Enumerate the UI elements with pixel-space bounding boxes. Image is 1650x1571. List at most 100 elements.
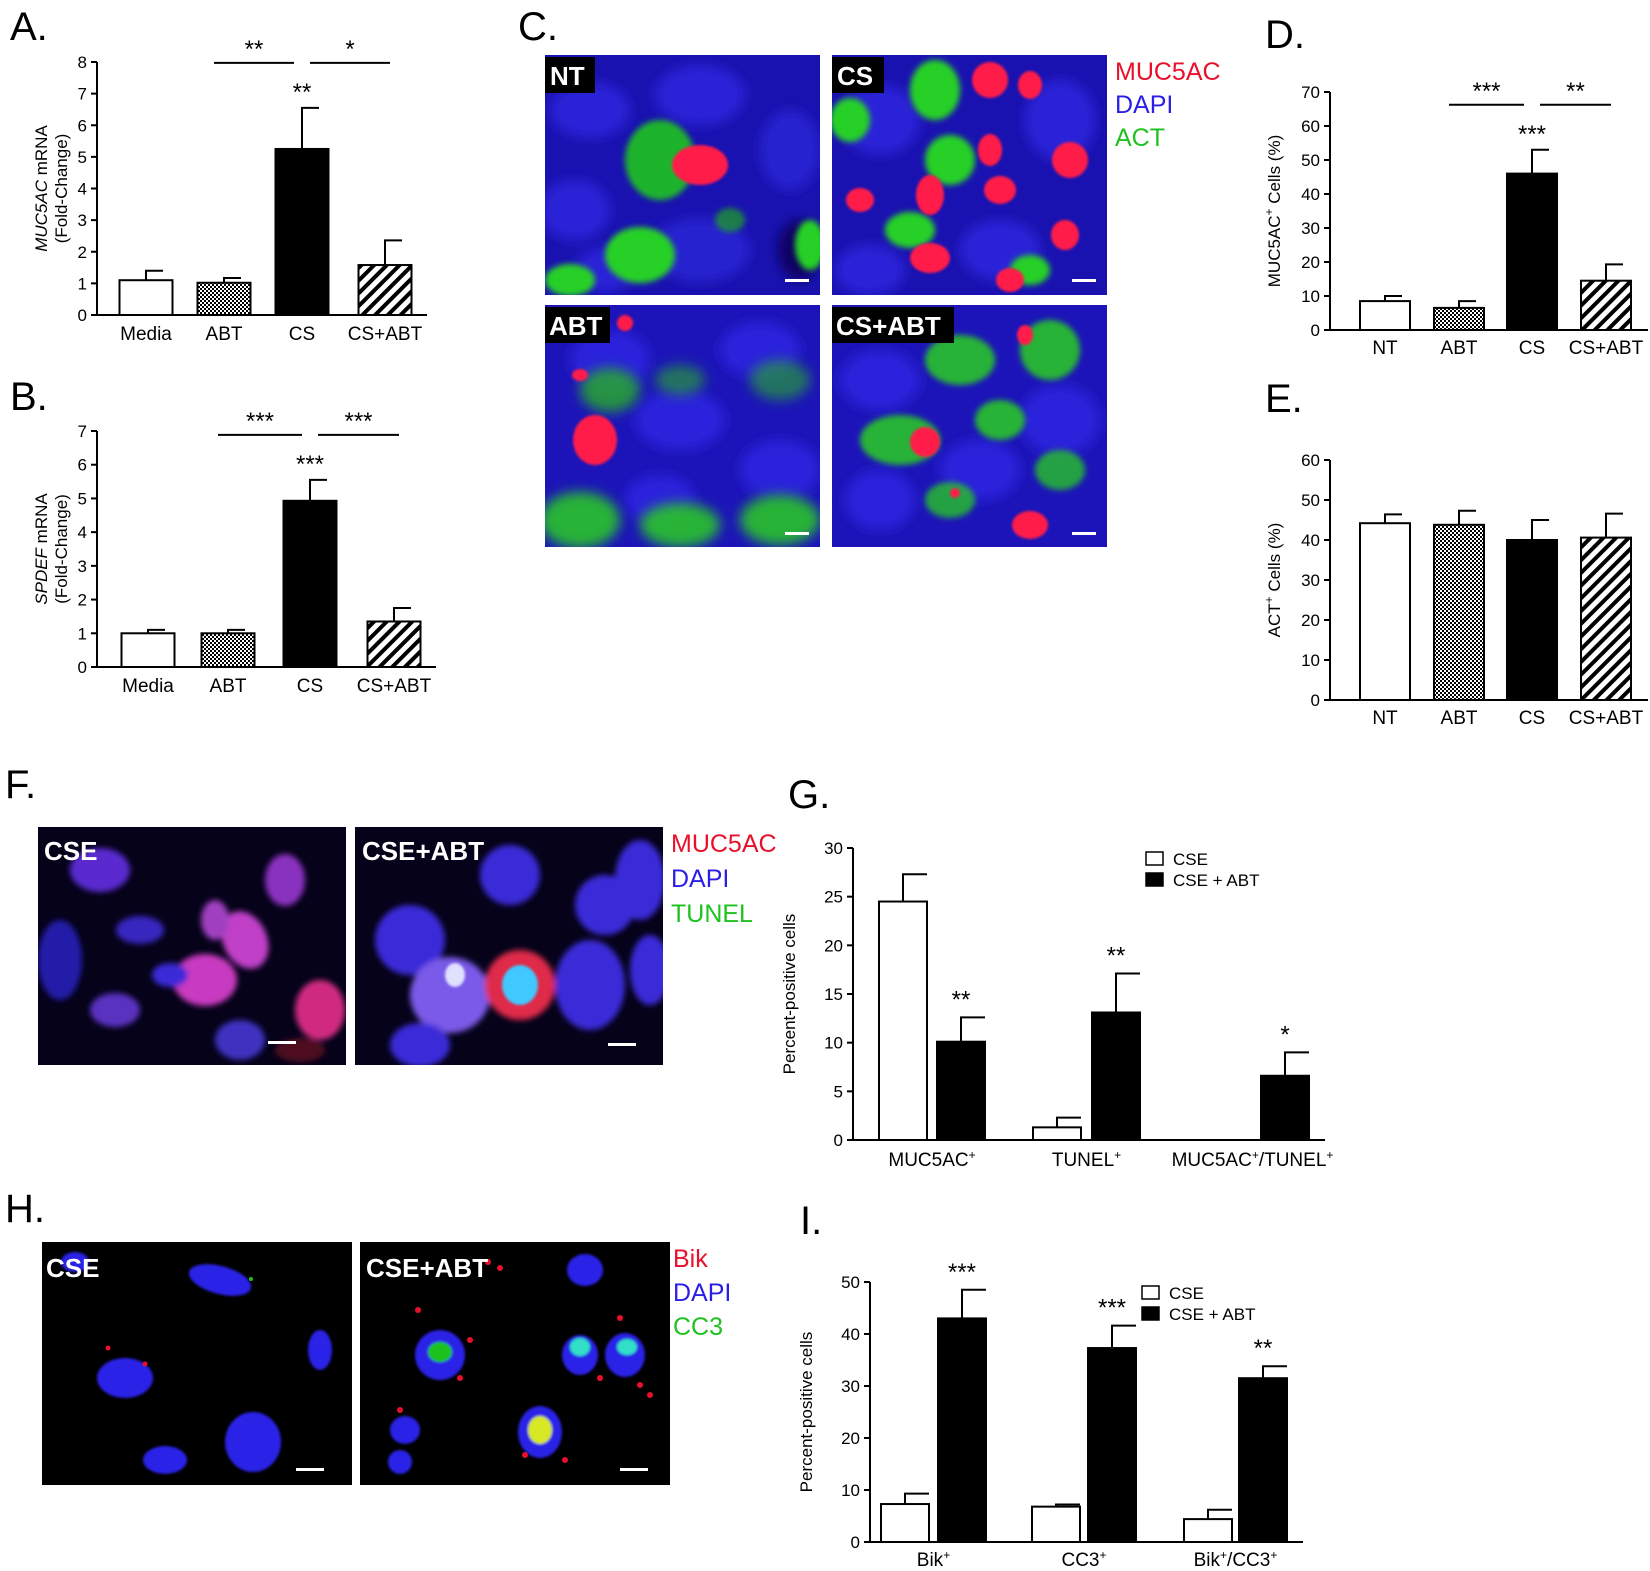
category-label: CS bbox=[289, 324, 315, 345]
category-label: CC3+ bbox=[1061, 1548, 1106, 1571]
y-tick-label: 60 bbox=[1301, 451, 1320, 470]
tile-label-c-nt: NT bbox=[550, 61, 585, 91]
bar-cse-abt bbox=[1087, 1347, 1137, 1544]
micrograph-h-cse bbox=[42, 1242, 352, 1485]
y-tick-label: 0 bbox=[78, 658, 87, 677]
channel-label-f-1: DAPI bbox=[671, 865, 729, 893]
category-label: CS+ABT bbox=[1569, 708, 1644, 729]
y-tick-label: 2 bbox=[78, 243, 87, 262]
bar-cse-abt bbox=[1091, 1011, 1141, 1142]
y-tick-label: 5 bbox=[78, 148, 87, 167]
y-tick-label: 20 bbox=[1301, 253, 1320, 272]
y-tick-label: 0 bbox=[851, 1533, 860, 1552]
category-label: ABT bbox=[1441, 708, 1478, 729]
green-dot bbox=[249, 1277, 253, 1281]
bar-cs-abt bbox=[1580, 536, 1632, 701]
bar-nt bbox=[1359, 522, 1411, 702]
panel-letter-e: E. bbox=[1265, 377, 1303, 421]
y-tick-label: 20 bbox=[841, 1429, 860, 1448]
legend-label: CSE bbox=[1169, 1284, 1204, 1303]
category-label: CS bbox=[1519, 338, 1545, 359]
panel-letter-i: I. bbox=[800, 1199, 822, 1243]
scale-bar bbox=[1072, 279, 1096, 282]
bar-cs-abt bbox=[366, 620, 422, 669]
y-tick-label: 30 bbox=[1301, 571, 1320, 590]
category-label: CS+ABT bbox=[348, 324, 423, 345]
y-tick-label: 10 bbox=[1301, 287, 1320, 306]
significance-stars: *** bbox=[1098, 1295, 1126, 1322]
category-label: ABT bbox=[1441, 338, 1478, 359]
legend-swatch bbox=[1141, 1306, 1160, 1321]
y-tick-label: 10 bbox=[824, 1034, 843, 1053]
category-label: Media bbox=[120, 324, 172, 345]
tile-label-bg bbox=[832, 57, 884, 93]
channel-label-f-2: TUNEL bbox=[671, 900, 753, 928]
y-tick-label: 6 bbox=[78, 456, 87, 475]
bar-cse bbox=[878, 900, 928, 1141]
y-tick-label: 4 bbox=[78, 523, 87, 542]
category-label: CS+ABT bbox=[1569, 338, 1644, 359]
red-dot bbox=[105, 1345, 111, 1351]
y-tick-label: 50 bbox=[1301, 151, 1320, 170]
category-label: MUC5AC+ bbox=[888, 1148, 975, 1171]
scale-bar bbox=[608, 1043, 636, 1046]
chart-b-spdef-mrna: 0 1 2 3 4 5 6 7 SPDEF mRNA (Fold-Change) Media ABT C… bbox=[32, 408, 436, 697]
bar-cse-abt bbox=[936, 1040, 986, 1142]
panel-letter-f: F. bbox=[5, 763, 36, 807]
y-tick-label: 7 bbox=[78, 85, 87, 104]
bar-cse bbox=[1183, 1518, 1233, 1543]
y-tick-label: 6 bbox=[78, 116, 87, 135]
bar-media bbox=[120, 632, 176, 668]
y-tick-label: 1 bbox=[78, 624, 87, 643]
y-axis-label: SPDEF mRNA bbox=[32, 493, 51, 605]
y-tick-label: 4 bbox=[78, 180, 87, 199]
red-dot bbox=[142, 1361, 148, 1367]
comparison-stars: ** bbox=[245, 36, 264, 63]
y-tick-label: 3 bbox=[78, 211, 87, 230]
micrograph-h-cse-abt bbox=[360, 1242, 670, 1485]
panel-letter-g: G. bbox=[788, 773, 830, 817]
y-tick-label: 0 bbox=[78, 306, 87, 325]
category-label: ABT bbox=[206, 324, 243, 345]
y-tick-label: 60 bbox=[1301, 117, 1320, 136]
micrograph-f-cse bbox=[38, 827, 346, 1065]
y-axis-label: MUC5AC+ Cells (%) bbox=[1262, 135, 1284, 287]
category-label: CS bbox=[297, 676, 323, 697]
bar-cse-abt bbox=[1260, 1074, 1310, 1142]
micrograph-c-abt bbox=[545, 305, 820, 547]
significance-stars: ** bbox=[1254, 1335, 1273, 1362]
bar-cse bbox=[1031, 1505, 1081, 1544]
legend-label: CSE + ABT bbox=[1169, 1305, 1255, 1324]
significance-stars: ** bbox=[1107, 943, 1126, 970]
bar-cse bbox=[1032, 1126, 1082, 1142]
y-tick-label: 30 bbox=[841, 1377, 860, 1396]
y-axis-label-2: (Fold-Change) bbox=[52, 134, 71, 244]
category-label: TUNEL+ bbox=[1052, 1148, 1121, 1171]
channel-label-c-1: DAPI bbox=[1115, 91, 1173, 119]
tile-label-f-cse: CSE bbox=[44, 836, 97, 866]
y-tick-label: 50 bbox=[1301, 491, 1320, 510]
tile-label-h-cse: CSE bbox=[46, 1253, 99, 1283]
y-tick-label: 5 bbox=[834, 1082, 843, 1101]
bar-cse-abt bbox=[1238, 1377, 1288, 1543]
channel-label-c-0: MUC5AC bbox=[1115, 58, 1221, 86]
comparison-stars: *** bbox=[344, 408, 372, 435]
y-tick-label: 8 bbox=[78, 53, 87, 72]
bar-cse-abt bbox=[937, 1317, 987, 1544]
scale-bar bbox=[785, 279, 809, 282]
y-tick-label: 20 bbox=[1301, 611, 1320, 630]
category-label: NT bbox=[1372, 338, 1398, 359]
bar-abt bbox=[1433, 523, 1485, 701]
panel-letter-d: D. bbox=[1265, 13, 1305, 57]
y-tick-label: 0 bbox=[1311, 321, 1320, 340]
bar-cs bbox=[274, 147, 330, 316]
bar-nt bbox=[1359, 300, 1411, 332]
y-axis-label: Percent-positive cells bbox=[797, 1332, 816, 1493]
legend-swatch bbox=[1145, 872, 1164, 887]
legend-label: CSE + ABT bbox=[1173, 871, 1259, 890]
micrograph-c-cs bbox=[832, 55, 1107, 295]
significance-stars: ** bbox=[293, 79, 312, 106]
channel-label-h-2: CC3 bbox=[673, 1313, 723, 1341]
category-label: ABT bbox=[210, 676, 247, 697]
